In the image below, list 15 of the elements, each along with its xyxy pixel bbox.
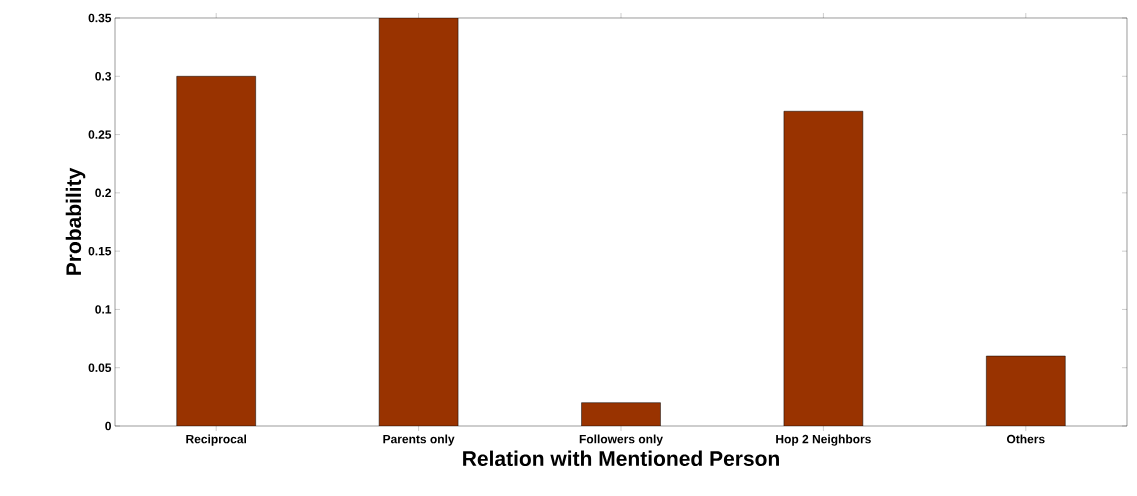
y-tick-label: 0.2 xyxy=(95,188,111,198)
x-tick-label: Others xyxy=(1006,434,1045,444)
y-axis-title: Probability xyxy=(65,167,86,275)
y-tick-label: 0.25 xyxy=(88,130,112,139)
y-tick-label: 0 xyxy=(105,421,111,431)
y-tick-label: 0.35 xyxy=(88,13,112,23)
y-tick-label: 0.15 xyxy=(88,246,112,256)
x-tick-label: Hop 2 Neighbors xyxy=(776,434,871,446)
y-tick-label: 0.05 xyxy=(88,363,112,372)
y-tick-label: 0.3 xyxy=(95,72,112,81)
x-axis-title: Relation with Mentioned Person xyxy=(463,450,779,467)
x-tick-label: Followers only xyxy=(579,434,663,446)
x-tick-label: Reciprocal xyxy=(186,434,247,446)
y-tick-label: 0.1 xyxy=(95,305,112,314)
x-tick-label: Parents only xyxy=(383,434,455,446)
